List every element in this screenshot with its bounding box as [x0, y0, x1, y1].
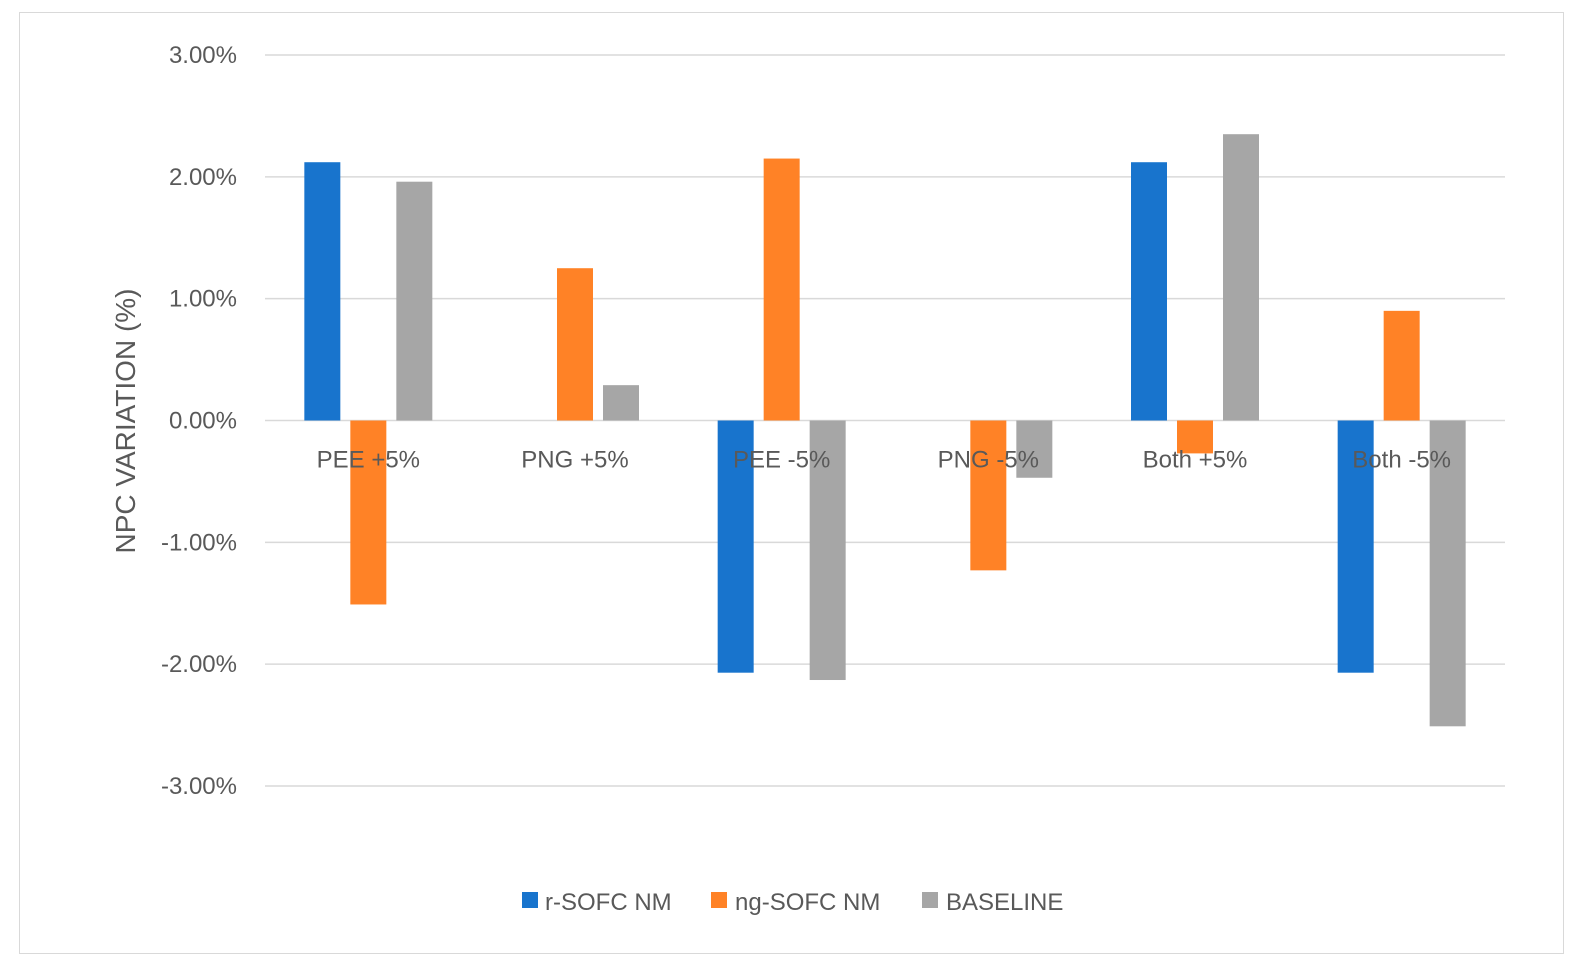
bar-series: [304, 134, 1466, 727]
bar-r-sofc-nm-2: [717, 420, 754, 673]
bar-ng-sofc-nm-5: [1383, 310, 1420, 421]
bar-r-sofc-nm-5: [1337, 420, 1374, 673]
y-tick-label: -3.00%: [161, 773, 237, 800]
bar-ng-sofc-nm-3: [970, 420, 1007, 571]
y-tick-label: -1.00%: [161, 529, 237, 556]
y-tick-label: 0.00%: [169, 408, 237, 435]
legend-label: r-SOFC NM: [545, 889, 672, 916]
bar-ng-sofc-nm-2: [763, 158, 800, 421]
bar-baseline-1: [603, 385, 639, 421]
y-axis-label: NPC VARIATION (%): [110, 289, 141, 554]
bar-r-sofc-nm-0: [304, 162, 341, 421]
bar-baseline-2: [809, 420, 846, 681]
bar-baseline-4: [1223, 134, 1259, 421]
legend-swatch: [711, 892, 727, 908]
x-category-labels: PEE +5% PNG +5% PEE -5% PNG -5% Both +5% Both…: [317, 447, 1451, 474]
y-tick-label: 3.00%: [169, 42, 237, 69]
y-tick-labels: 3.00% 2.00% 1.00% 0.00% -1.00% -2.00% -3.00%: [161, 42, 237, 800]
y-tick-label: 2.00%: [169, 164, 237, 191]
x-category-label: PNG +5%: [521, 447, 628, 474]
bar-baseline-3: [1016, 420, 1053, 478]
bar-ng-sofc-nm-0: [350, 420, 387, 605]
bar-baseline-5: [1429, 420, 1466, 727]
x-category-label: Both +5%: [1143, 447, 1248, 474]
legend-label: BASELINE: [946, 889, 1063, 916]
y-tick-label: -2.00%: [161, 651, 237, 678]
bar-ng-sofc-nm-1: [557, 268, 593, 421]
x-category-label: PEE +5%: [317, 447, 420, 474]
legend-swatch: [522, 892, 538, 908]
y-tick-label: 1.00%: [169, 286, 237, 313]
legend-swatch: [922, 892, 938, 908]
bar-r-sofc-nm-4: [1131, 162, 1167, 421]
x-category-label: PNG -5%: [938, 447, 1039, 474]
x-category-label: PEE -5%: [733, 447, 830, 474]
legend-label: ng-SOFC NM: [735, 889, 880, 916]
bar-baseline-0: [396, 181, 433, 421]
legend: r-SOFC NM ng-SOFC NM BASELINE: [522, 889, 1063, 916]
gridlines: [265, 54, 1505, 787]
bar-ng-sofc-nm-4: [1177, 420, 1213, 454]
x-category-label: Both -5%: [1352, 447, 1451, 474]
